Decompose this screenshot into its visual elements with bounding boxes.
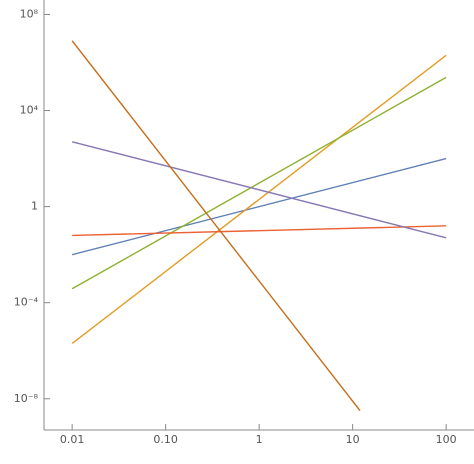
series-line (71, 40, 361, 412)
x-tick-label: 10 (346, 433, 360, 446)
y-tick-label: 10⁻⁸ (14, 392, 39, 405)
x-tick-label: 0.01 (60, 433, 85, 446)
series-line (71, 157, 447, 256)
series-line (71, 54, 447, 345)
y-tick-label: 10⁻⁴ (14, 296, 39, 309)
y-tick-label: 1 (31, 200, 38, 213)
x-tick-label: 0.10 (153, 433, 178, 446)
x-tick-label: 1 (256, 433, 263, 446)
series-line (71, 76, 447, 290)
series-line (71, 141, 447, 239)
y-tick-label: 10⁸ (20, 7, 39, 20)
y-tick-label: 10⁴ (20, 104, 39, 117)
series-line (72, 225, 447, 237)
x-tick-label: 100 (436, 433, 457, 446)
